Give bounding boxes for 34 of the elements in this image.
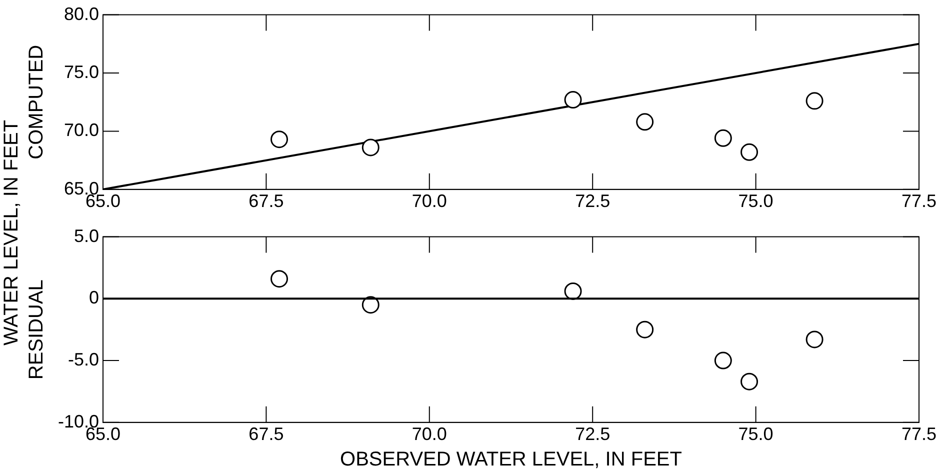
x-tick-label: 70.0 xyxy=(412,191,447,212)
point xyxy=(636,113,654,131)
point xyxy=(740,372,758,390)
y-tick-label: 70.0 xyxy=(64,120,99,140)
y-tick-label: 5.0 xyxy=(74,226,99,246)
y-tick-label: 0 xyxy=(88,288,99,308)
point xyxy=(806,330,824,348)
x-tick-label: 77.5 xyxy=(901,191,937,212)
y-tick-label: 75.0 xyxy=(64,62,99,82)
x-tick-label: 72.5 xyxy=(575,191,610,212)
point xyxy=(564,91,582,109)
point xyxy=(270,130,288,148)
point xyxy=(362,138,380,156)
point xyxy=(636,320,654,338)
point xyxy=(714,352,732,370)
point xyxy=(740,143,758,161)
point xyxy=(270,270,288,288)
point xyxy=(564,282,582,300)
x-tick-label: 75.0 xyxy=(738,424,774,444)
x-axis-title: OBSERVED WATER LEVEL, IN FEET xyxy=(340,448,682,471)
x-tick-label: 75.0 xyxy=(738,191,774,212)
x-tick-label: 67.5 xyxy=(248,191,284,212)
x-tick-label: 72.5 xyxy=(575,424,610,444)
x-tick-label: 70.0 xyxy=(412,424,447,444)
x-tick-label: 77.5 xyxy=(901,424,937,444)
x-tick-label: 67.5 xyxy=(248,424,284,444)
point xyxy=(714,129,732,147)
point xyxy=(806,92,824,110)
y-axis-title: COMPUTED xyxy=(26,44,48,160)
y-axis-title: RESIDUAL xyxy=(26,280,48,380)
point xyxy=(362,296,380,314)
y-tick-label: 80.0 xyxy=(64,4,99,24)
y-tick-label: -5.0 xyxy=(68,350,99,370)
text: WATER LEVEL, IN FEET xyxy=(0,120,24,346)
